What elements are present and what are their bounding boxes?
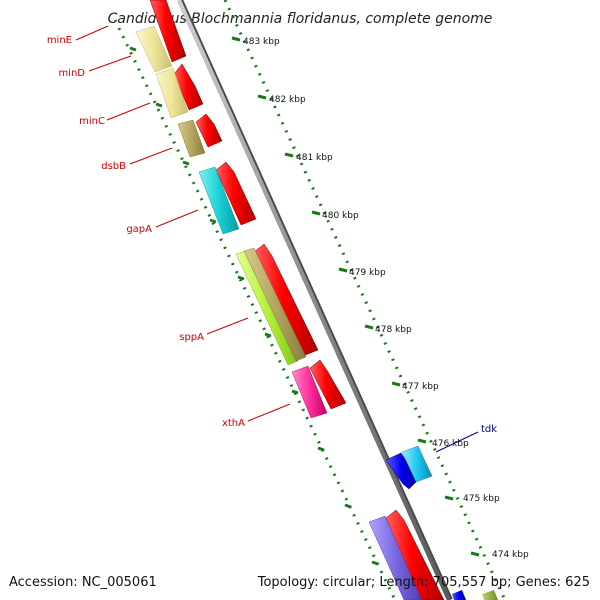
tick-label: 477 kbp (402, 382, 439, 392)
inner-tick (155, 102, 163, 108)
cog-bar-minE (135, 25, 173, 73)
cog-bar-purple (368, 515, 423, 600)
tick-label: 476 kbp (432, 439, 469, 449)
leader-minD (88, 55, 132, 72)
tick-mark (231, 36, 241, 42)
cds-minD-arrow (173, 63, 204, 111)
tick-label: 481 kbp (296, 153, 333, 163)
gene-labels: minE minD minC dsbB gapA sppA xthA tdk (47, 35, 497, 435)
cog-bar-gapA (198, 166, 240, 235)
tick-mark (257, 94, 267, 100)
genome-summary-text: Topology: circular; Length: 705,557 bp; … (257, 575, 590, 590)
leader-sppA (206, 317, 249, 335)
tick-label: 483 kbp (243, 37, 280, 47)
tick-mark (311, 210, 321, 216)
tick-marks (231, 36, 480, 557)
tick-mark (284, 152, 294, 158)
gene-leaders (75, 25, 479, 453)
cds-minC-arrow (195, 113, 223, 148)
leader-minC (106, 102, 151, 121)
cog-bar-sppA-khaki (243, 247, 307, 362)
cog-bar-partial-olive (482, 590, 498, 600)
gene-label-minE: minE (47, 35, 72, 46)
inner-tick (371, 560, 379, 566)
tick-mark (470, 551, 480, 557)
cds-xthA-arrow (309, 359, 347, 410)
gene-label-tdk: tdk (481, 424, 497, 435)
leader-gapA (155, 209, 199, 228)
tick-mark (391, 381, 401, 387)
accession-text: Accession: NC_005061 (9, 575, 157, 590)
leader-minE (75, 25, 109, 41)
cog-bar-minC (177, 119, 206, 158)
leader-xthA (247, 403, 291, 422)
leader-dsbB (129, 147, 173, 165)
gene-label-sppA: sppA (179, 332, 204, 343)
cds-arrows (149, 0, 445, 600)
tdk-gene (385, 445, 433, 490)
tick-label: 478 kbp (375, 325, 412, 335)
gene-label-dsbB: dsbB (101, 161, 126, 172)
gene-label-minD: minD (58, 68, 85, 79)
gene-label-xthA: xthA (222, 418, 245, 429)
gene-label-minC: minC (79, 116, 105, 127)
tick-mark (338, 267, 348, 273)
leader-tdk (435, 431, 479, 453)
inner-tick (182, 160, 190, 166)
tick-mark (417, 438, 427, 444)
tick-label: 474 kbp (492, 550, 529, 560)
inner-tick (291, 389, 299, 395)
tick-mark (444, 495, 454, 501)
tick-label: 480 kbp (322, 211, 359, 221)
cds-gapA-arrow (215, 161, 257, 226)
inner-tick (129, 46, 137, 52)
cds-partial-blue (452, 590, 466, 600)
backbone (177, 0, 451, 600)
cog-bar-xthA (291, 365, 328, 419)
cog-bar-tdk (401, 445, 433, 483)
cog-bar-sppA-lime (235, 250, 299, 366)
gene-label-gapA: gapA (126, 224, 152, 235)
cog-bars (135, 25, 423, 600)
tick-label: 479 kbp (349, 268, 386, 278)
tick-mark (364, 324, 374, 330)
tick-label: 482 kbp (269, 95, 306, 105)
cds-minE-arrow (149, 0, 187, 63)
tick-labels: 483 kbp 482 kbp 481 kbp 480 kbp 479 kbp … (243, 37, 529, 560)
cog-bar-minD (155, 67, 189, 119)
inner-tick (237, 275, 245, 281)
inner-tick (344, 503, 352, 509)
inner-tick (317, 446, 325, 452)
tick-label: 475 kbp (463, 494, 500, 504)
inner-tick (264, 332, 272, 338)
map-title: Candidatus Blochmannia floridanus, compl… (108, 11, 493, 27)
inner-dotted-ring (113, 19, 397, 600)
cds-tdk-arrow (385, 452, 419, 490)
inner-ticks (129, 46, 379, 566)
inner-tick (209, 218, 217, 224)
